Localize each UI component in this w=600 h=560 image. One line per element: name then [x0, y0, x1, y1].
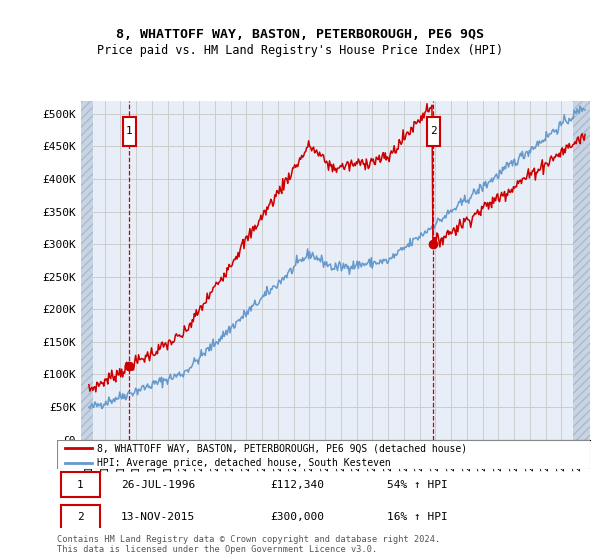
- FancyBboxPatch shape: [123, 117, 136, 146]
- Text: 2: 2: [77, 512, 84, 522]
- Text: 13-NOV-2015: 13-NOV-2015: [121, 512, 195, 522]
- Bar: [81, 101, 93, 440]
- Text: Contains HM Land Registry data © Crown copyright and database right 2024.
This d: Contains HM Land Registry data © Crown c…: [57, 535, 440, 554]
- Text: 26-JUL-1996: 26-JUL-1996: [121, 480, 195, 489]
- FancyBboxPatch shape: [61, 472, 100, 497]
- Text: 8, WHATTOFF WAY, BASTON, PETERBOROUGH, PE6 9QS (detached house): 8, WHATTOFF WAY, BASTON, PETERBOROUGH, P…: [97, 444, 467, 453]
- Text: 54% ↑ HPI: 54% ↑ HPI: [388, 480, 448, 489]
- Text: 1: 1: [126, 127, 133, 137]
- FancyBboxPatch shape: [427, 117, 440, 146]
- Text: Price paid vs. HM Land Registry's House Price Index (HPI): Price paid vs. HM Land Registry's House …: [97, 44, 503, 57]
- Text: HPI: Average price, detached house, South Kesteven: HPI: Average price, detached house, Sout…: [97, 458, 391, 468]
- Text: 16% ↑ HPI: 16% ↑ HPI: [388, 512, 448, 522]
- Text: 2: 2: [430, 127, 437, 137]
- Text: £300,000: £300,000: [270, 512, 324, 522]
- Text: 1: 1: [77, 480, 84, 489]
- FancyBboxPatch shape: [61, 505, 100, 530]
- Text: £112,340: £112,340: [270, 480, 324, 489]
- Text: 8, WHATTOFF WAY, BASTON, PETERBOROUGH, PE6 9QS: 8, WHATTOFF WAY, BASTON, PETERBOROUGH, P…: [116, 28, 484, 41]
- Bar: [573, 101, 590, 440]
